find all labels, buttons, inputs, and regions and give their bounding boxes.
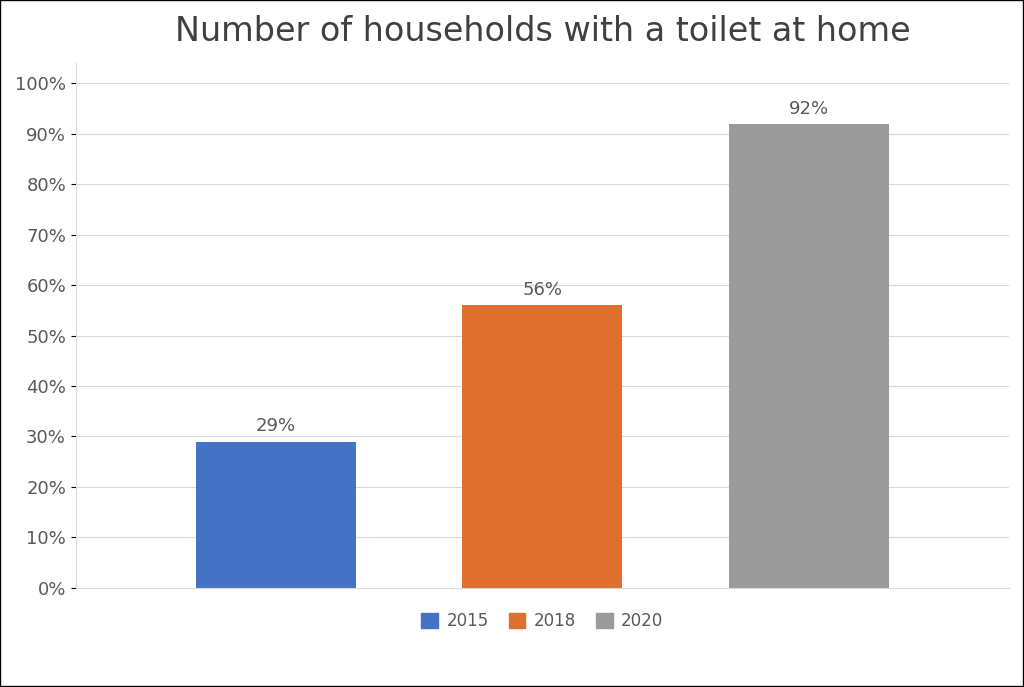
Bar: [196, 442, 355, 588]
Legend: 2015, 2018, 2020: 2015, 2018, 2020: [415, 606, 670, 637]
Text: 56%: 56%: [522, 281, 562, 300]
Text: 92%: 92%: [788, 100, 829, 117]
Text: 29%: 29%: [256, 418, 296, 436]
Title: Number of households with a toilet at home: Number of households with a toilet at ho…: [174, 15, 910, 48]
Bar: [729, 124, 889, 588]
Bar: [463, 305, 623, 588]
